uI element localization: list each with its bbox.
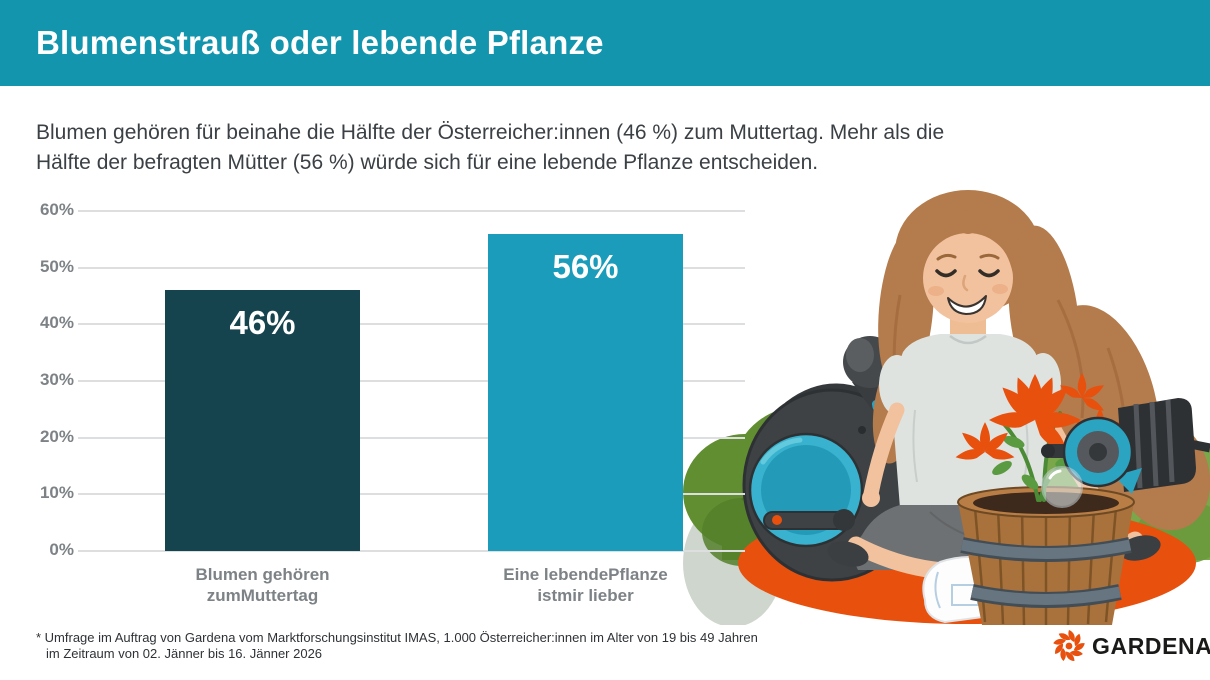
bar-category-label: Blumen gehören zumMuttertag <box>195 565 330 605</box>
bar: 56% <box>488 233 683 551</box>
gardena-logo-text: GARDENA <box>1092 632 1210 659</box>
gridline <box>78 380 745 382</box>
footnote-line-2: im Zeitraum von 02. Jänner bis 16. Jänne… <box>46 646 323 661</box>
gardena-sun-icon <box>1053 630 1085 662</box>
y-axis-tick-label: 10% <box>39 483 74 503</box>
bar: 46% <box>165 290 360 551</box>
intro-text: Blumen gehören für beinahe die Hälfte de… <box>36 118 986 178</box>
gridline <box>78 550 745 552</box>
footnote: * Umfrage im Auftrag von Gardena vom Mar… <box>36 630 758 662</box>
y-axis-tick-label: 50% <box>39 256 74 276</box>
y-axis-tick-label: 60% <box>39 200 74 219</box>
y-axis-tick-label: 20% <box>39 426 74 446</box>
header-banner: Blumenstrauß oder lebende Pflanze <box>0 0 1210 86</box>
bar-value-label: 46% <box>229 304 296 342</box>
page-title: Blumenstrauß oder lebende Pflanze <box>36 24 604 61</box>
gridline <box>78 436 745 439</box>
gridline <box>78 210 745 212</box>
intro-line-1: Blumen gehören für beinahe die Hälfte de… <box>36 121 945 144</box>
footnote-line-1: * Umfrage im Auftrag von Gardena vom Mar… <box>36 630 758 645</box>
intro-line-2: Hälfte der befragten Mütter (56 %) würde… <box>36 151 819 174</box>
y-axis-tick-label: 0% <box>49 540 74 559</box>
gridline <box>78 493 745 496</box>
gardena-logo: GARDENA <box>1052 629 1210 663</box>
bar-category-label: Eine lebendePflanze istmir lieber <box>503 565 668 605</box>
gridline <box>78 323 745 326</box>
gridline <box>78 266 745 269</box>
y-axis-tick-label: 40% <box>39 313 74 333</box>
y-axis-tick-label: 30% <box>39 370 74 389</box>
bar-value-label: 56% <box>552 247 619 285</box>
